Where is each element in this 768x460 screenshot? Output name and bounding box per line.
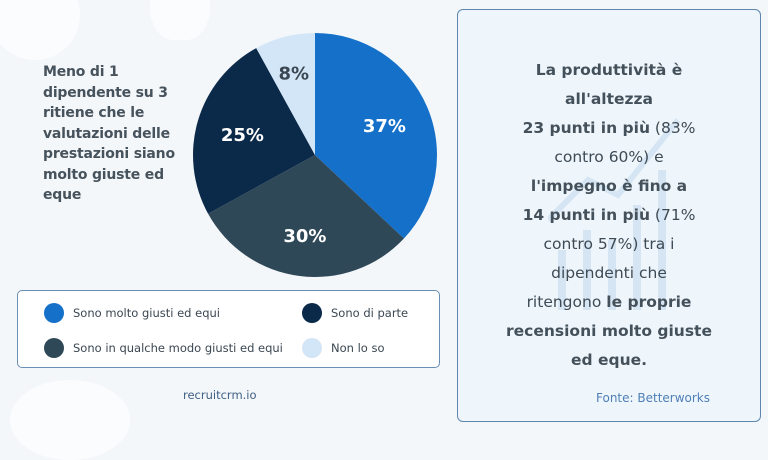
stat-panel: La produttività è all'altezza 23 punti i… bbox=[457, 9, 761, 422]
stat-highlight: 23 punti in più bbox=[522, 119, 650, 137]
chart-headline: Meno di 1 dipendente su 3 ritiene che le… bbox=[43, 64, 175, 203]
stat-highlight: 14 punti in più bbox=[522, 206, 650, 224]
stat-highlight: le proprie bbox=[606, 293, 692, 311]
stat-line: (71% bbox=[650, 206, 696, 224]
pie-slice bbox=[193, 48, 315, 214]
pie-slice bbox=[208, 155, 404, 277]
legend-label: Sono molto giusti ed equi bbox=[73, 306, 220, 320]
slice-label: 30% bbox=[283, 226, 326, 247]
legend-item: Sono molto giusti ed equi bbox=[44, 303, 220, 323]
legend-label: Non lo so bbox=[331, 341, 385, 355]
chart-legend: Sono molto giusti ed equi Sono di parte … bbox=[17, 290, 440, 368]
stat-line: La produttività è bbox=[535, 61, 683, 79]
stat-line: contro 60%) e bbox=[554, 148, 664, 166]
stat-line: all'altezza bbox=[564, 90, 654, 108]
legend-label: Sono in qualche modo giusti ed equi bbox=[73, 341, 283, 355]
slice-label: 8% bbox=[278, 63, 309, 84]
stat-line: ed eque. bbox=[570, 351, 648, 369]
pie-chart: 37% 30% 25% 8% bbox=[192, 32, 438, 278]
background-chart-icon bbox=[548, 118, 681, 310]
legend-item: Non lo so bbox=[302, 338, 385, 358]
slice-label: 25% bbox=[221, 125, 264, 146]
background-decoration bbox=[150, 0, 210, 40]
stat-line: (83% bbox=[650, 119, 696, 137]
legend-swatch-icon bbox=[44, 338, 64, 358]
stat-line: dipendenti che bbox=[551, 264, 667, 282]
legend-swatch-icon bbox=[44, 303, 64, 323]
pie-slice bbox=[315, 33, 437, 239]
legend-swatch-icon bbox=[302, 303, 322, 323]
source-label: Fonte: Betterworks bbox=[596, 391, 710, 405]
site-link[interactable]: recruitcrm.io bbox=[183, 388, 257, 402]
stat-line: contro 57%) tra i bbox=[543, 235, 675, 253]
stat-line: ritengono bbox=[526, 293, 607, 311]
legend-item: Sono di parte bbox=[302, 303, 408, 323]
stat-line: recensioni molto giuste bbox=[506, 322, 712, 340]
legend-item: Sono in qualche modo giusti ed equi bbox=[44, 338, 283, 358]
legend-swatch-icon bbox=[302, 338, 322, 358]
background-decoration bbox=[0, 0, 80, 60]
stat-line: l'impegno è fino a bbox=[530, 177, 688, 195]
pie-slice bbox=[256, 33, 315, 155]
slice-label: 37% bbox=[363, 116, 406, 137]
legend-label: Sono di parte bbox=[331, 306, 409, 320]
background-decoration bbox=[10, 380, 130, 460]
stat-text: La produttività è all'altezza 23 punti i… bbox=[478, 56, 740, 375]
